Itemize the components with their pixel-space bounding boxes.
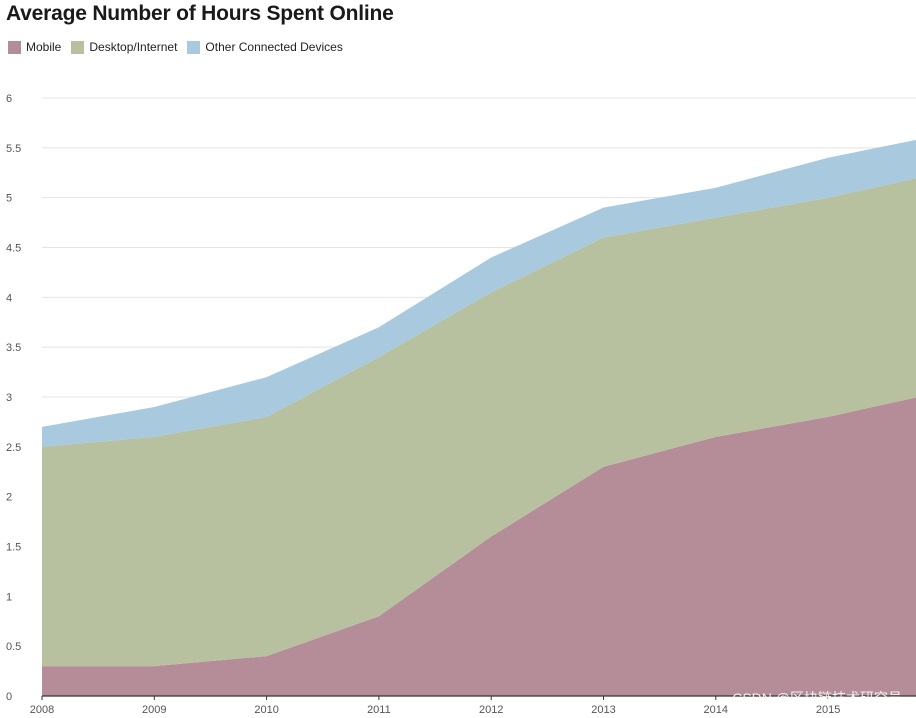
x-tick-label: 2009 [142,704,166,716]
x-tick-label: 2015 [816,704,840,716]
y-tick-label: 1.5 [6,542,21,554]
x-tick-label: 2014 [704,704,728,716]
legend-swatch-desktop [71,40,85,54]
y-tick-label: 4 [6,292,12,304]
watermark: CSDN @区块链技术研究员 [732,690,902,706]
y-tick-label: 2 [6,492,12,504]
y-tick-label: 6 [6,93,12,105]
x-tick-labels: 2008 2009 2010 2011 2012 2013 2014 2015 [30,704,841,716]
x-tick-label: 2010 [254,704,278,716]
y-tick-label: 4.5 [6,243,21,255]
legend-item-mobile: Mobile [8,40,61,54]
legend-label-other-devices: Other Connected Devices [205,40,343,54]
legend-swatch-other-devices [187,40,201,54]
y-tick-label: 0 [6,691,12,703]
x-tick-label: 2013 [591,704,615,716]
area-series-mobile [42,397,916,696]
y-tick-label: 5.5 [6,143,21,155]
legend-label-mobile: Mobile [26,40,62,54]
y-tick-labels: 0 0.5 1 1.5 2 2.5 3 3.5 4 4.5 5 5.5 6 [6,93,21,703]
y-tick-label: 3.5 [6,342,21,354]
legend-item-other-devices: Other Connected Devices [187,40,343,54]
legend-swatch-mobile [8,40,21,54]
x-tick-label: 2011 [367,704,391,716]
x-tick-label: 2012 [479,704,503,716]
area-series-desktop-internet [42,178,916,667]
x-tick-label: 2008 [30,704,54,716]
axis-layer [41,695,916,700]
legend-label-desktop: Desktop/Internet [89,40,178,54]
chart-legend: Mobile Desktop/Internet Other Connected … [8,40,353,54]
y-tick-label: 3 [6,392,12,404]
area-layer [42,139,916,696]
chart-title: Average Number of Hours Spent Online [6,2,394,25]
y-tick-label: 5 [6,193,12,205]
y-tick-label: 1 [6,591,12,603]
y-tick-label: 0.5 [6,641,21,653]
area-series-other-connected-devices [42,139,916,447]
y-tick-label: 2.5 [6,442,21,454]
legend-item-desktop: Desktop/Internet [71,40,177,54]
